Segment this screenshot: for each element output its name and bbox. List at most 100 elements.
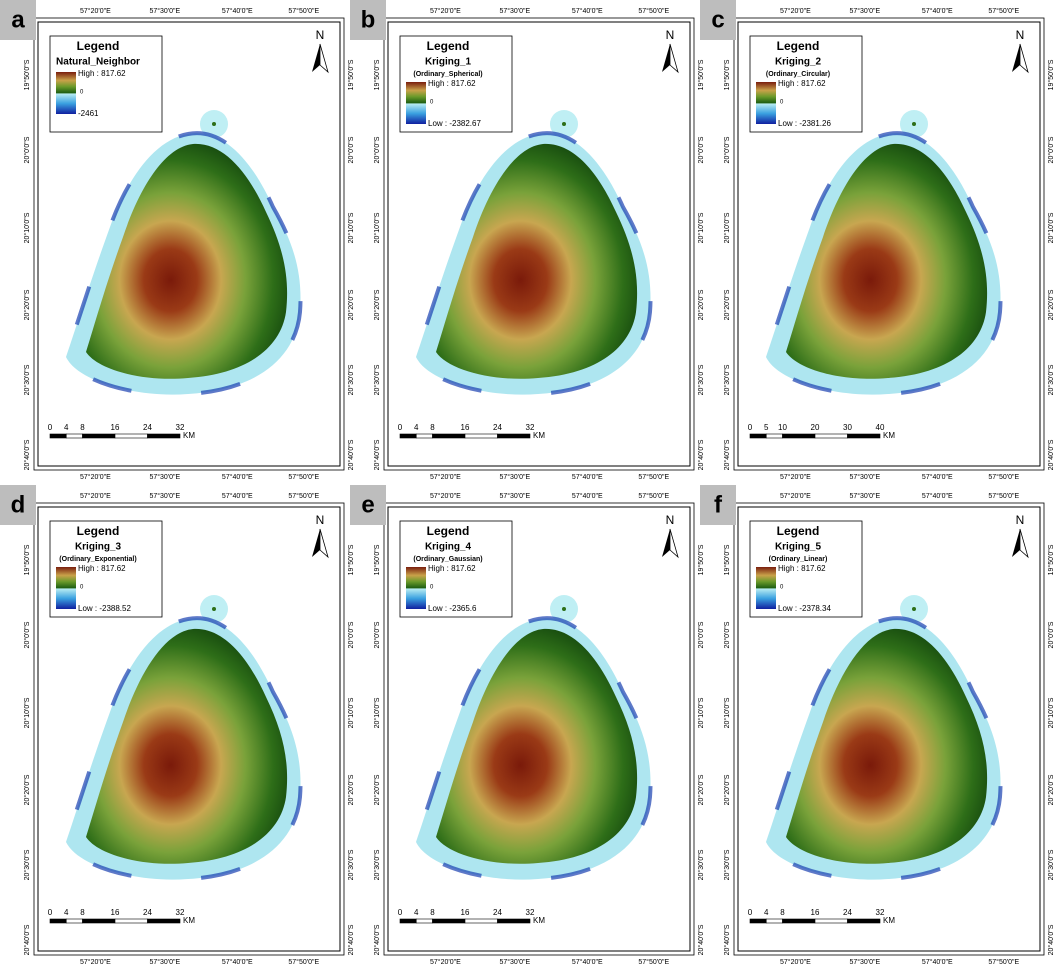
- scale-label: 16: [461, 423, 470, 432]
- latitude-label: 20°20'0"S: [373, 289, 381, 320]
- scale-segment: [416, 919, 432, 923]
- longitude-label: 57°30'0"E: [149, 473, 180, 481]
- latitude-label: 20°20'0"S: [23, 774, 31, 805]
- legend-subtitle: (Ordinary_Spherical): [413, 71, 482, 78]
- scale-segment: [848, 434, 881, 438]
- latitude-label: 20°40'0"S: [1047, 439, 1055, 470]
- legend-high: High : 817.62: [78, 69, 126, 78]
- scale-label: 4: [64, 423, 69, 432]
- longitude-label: 57°30'0"E: [849, 958, 880, 966]
- scale-label: 0: [748, 908, 753, 917]
- latitude-label: 20°40'0"S: [23, 924, 31, 955]
- scale-label: 4: [764, 908, 769, 917]
- longitude-label: 57°30'0"E: [849, 492, 880, 500]
- legend-ramp: [56, 567, 76, 609]
- north-label: N: [666, 513, 675, 527]
- longitude-label: 57°20'0"E: [80, 473, 111, 481]
- legend-heading: Legend: [427, 39, 470, 53]
- longitude-label: 57°20'0"E: [80, 492, 111, 500]
- legend-layer: Kriging_4: [425, 542, 472, 553]
- longitude-label: 57°50'0"E: [288, 492, 319, 500]
- scale-label: 24: [493, 908, 502, 917]
- scale-segment: [465, 434, 498, 438]
- longitude-label: 57°40'0"E: [222, 7, 253, 15]
- scale-label: 24: [143, 908, 152, 917]
- figure: 57°20'0"E 57°20'0"E 57°30'0"E 57°30'0"E 57°4…: [0, 0, 1055, 969]
- north-label: N: [316, 513, 325, 527]
- north-label: N: [1016, 28, 1025, 42]
- scale-segment: [83, 919, 116, 923]
- scale-label: 0: [398, 908, 403, 917]
- latitude-label: 20°10'0"S: [347, 212, 355, 243]
- scale-label: 16: [111, 423, 120, 432]
- longitude-label: 57°40'0"E: [572, 958, 603, 966]
- latitude-label: 19°50'0"S: [373, 59, 381, 90]
- longitude-label: 57°50'0"E: [988, 958, 1019, 966]
- legend-subtitle: (Ordinary_Circular): [766, 71, 830, 78]
- latitude-label: 20°20'0"S: [723, 774, 731, 805]
- latitude-label: 20°30'0"S: [373, 364, 381, 395]
- scale-label: 8: [780, 908, 785, 917]
- latitude-label: 20°40'0"S: [1047, 924, 1055, 955]
- latitude-label: 20°10'0"S: [697, 697, 705, 728]
- latitude-label: 20°10'0"S: [23, 212, 31, 243]
- latitude-label: 20°10'0"S: [1047, 697, 1055, 728]
- latitude-label: 19°50'0"S: [1047, 544, 1055, 575]
- scale-label: 8: [80, 423, 85, 432]
- longitude-label: 57°20'0"E: [430, 958, 461, 966]
- scale-unit: KM: [533, 431, 545, 440]
- scale-segment: [83, 434, 116, 438]
- latitude-label: 19°50'0"S: [347, 544, 355, 575]
- legend-heading: Legend: [777, 39, 820, 53]
- scale-segment: [66, 434, 82, 438]
- scale-segment: [433, 434, 466, 438]
- scale-segment: [848, 919, 881, 923]
- latitude-label: 20°10'0"S: [723, 697, 731, 728]
- scale-label: 8: [430, 423, 435, 432]
- scale-label: 16: [461, 908, 470, 917]
- latitude-label: 20°30'0"S: [23, 364, 31, 395]
- longitude-label: 57°40'0"E: [572, 492, 603, 500]
- scale-label: 4: [414, 908, 419, 917]
- longitude-label: 57°40'0"E: [572, 7, 603, 15]
- latitude-label: 19°50'0"S: [723, 59, 731, 90]
- legend-heading: Legend: [427, 524, 470, 538]
- latitude-label: 20°0'0"S: [723, 136, 731, 163]
- scale-segment: [66, 919, 82, 923]
- scale-unit: KM: [883, 916, 895, 925]
- legend-low: -2461: [78, 109, 99, 118]
- panel-letter: b: [361, 6, 376, 33]
- latitude-label: 20°20'0"S: [1047, 289, 1055, 320]
- latitude-label: 20°30'0"S: [373, 849, 381, 880]
- longitude-label: 57°20'0"E: [430, 492, 461, 500]
- legend-layer: Kriging_5: [775, 542, 822, 553]
- longitude-label: 57°30'0"E: [499, 492, 530, 500]
- longitude-label: 57°40'0"E: [572, 473, 603, 481]
- longitude-label: 57°40'0"E: [222, 473, 253, 481]
- latitude-label: 20°10'0"S: [723, 212, 731, 243]
- latitude-label: 20°10'0"S: [373, 212, 381, 243]
- latitude-label: 20°30'0"S: [347, 364, 355, 395]
- latitude-label: 20°40'0"S: [697, 439, 705, 470]
- longitude-label: 57°20'0"E: [780, 473, 811, 481]
- scale-label: 4: [414, 423, 419, 432]
- scale-label: 0: [748, 423, 753, 432]
- latitude-label: 20°20'0"S: [23, 289, 31, 320]
- scale-segment: [148, 919, 181, 923]
- longitude-label: 57°20'0"E: [780, 958, 811, 966]
- longitude-label: 57°20'0"E: [80, 958, 111, 966]
- latitude-label: 20°0'0"S: [1047, 621, 1055, 648]
- longitude-label: 57°50'0"E: [988, 473, 1019, 481]
- longitude-label: 57°20'0"E: [780, 492, 811, 500]
- longitude-label: 57°30'0"E: [499, 7, 530, 15]
- scale-segment: [766, 434, 782, 438]
- legend-heading: Legend: [777, 524, 820, 538]
- scale-segment: [50, 434, 66, 438]
- latitude-label: 20°0'0"S: [347, 136, 355, 163]
- scale-label: 4: [64, 908, 69, 917]
- legend-ramp: [56, 72, 76, 114]
- latitude-label: 19°50'0"S: [347, 59, 355, 90]
- latitude-label: 20°30'0"S: [23, 849, 31, 880]
- longitude-label: 57°30'0"E: [149, 492, 180, 500]
- north-label: N: [1016, 513, 1025, 527]
